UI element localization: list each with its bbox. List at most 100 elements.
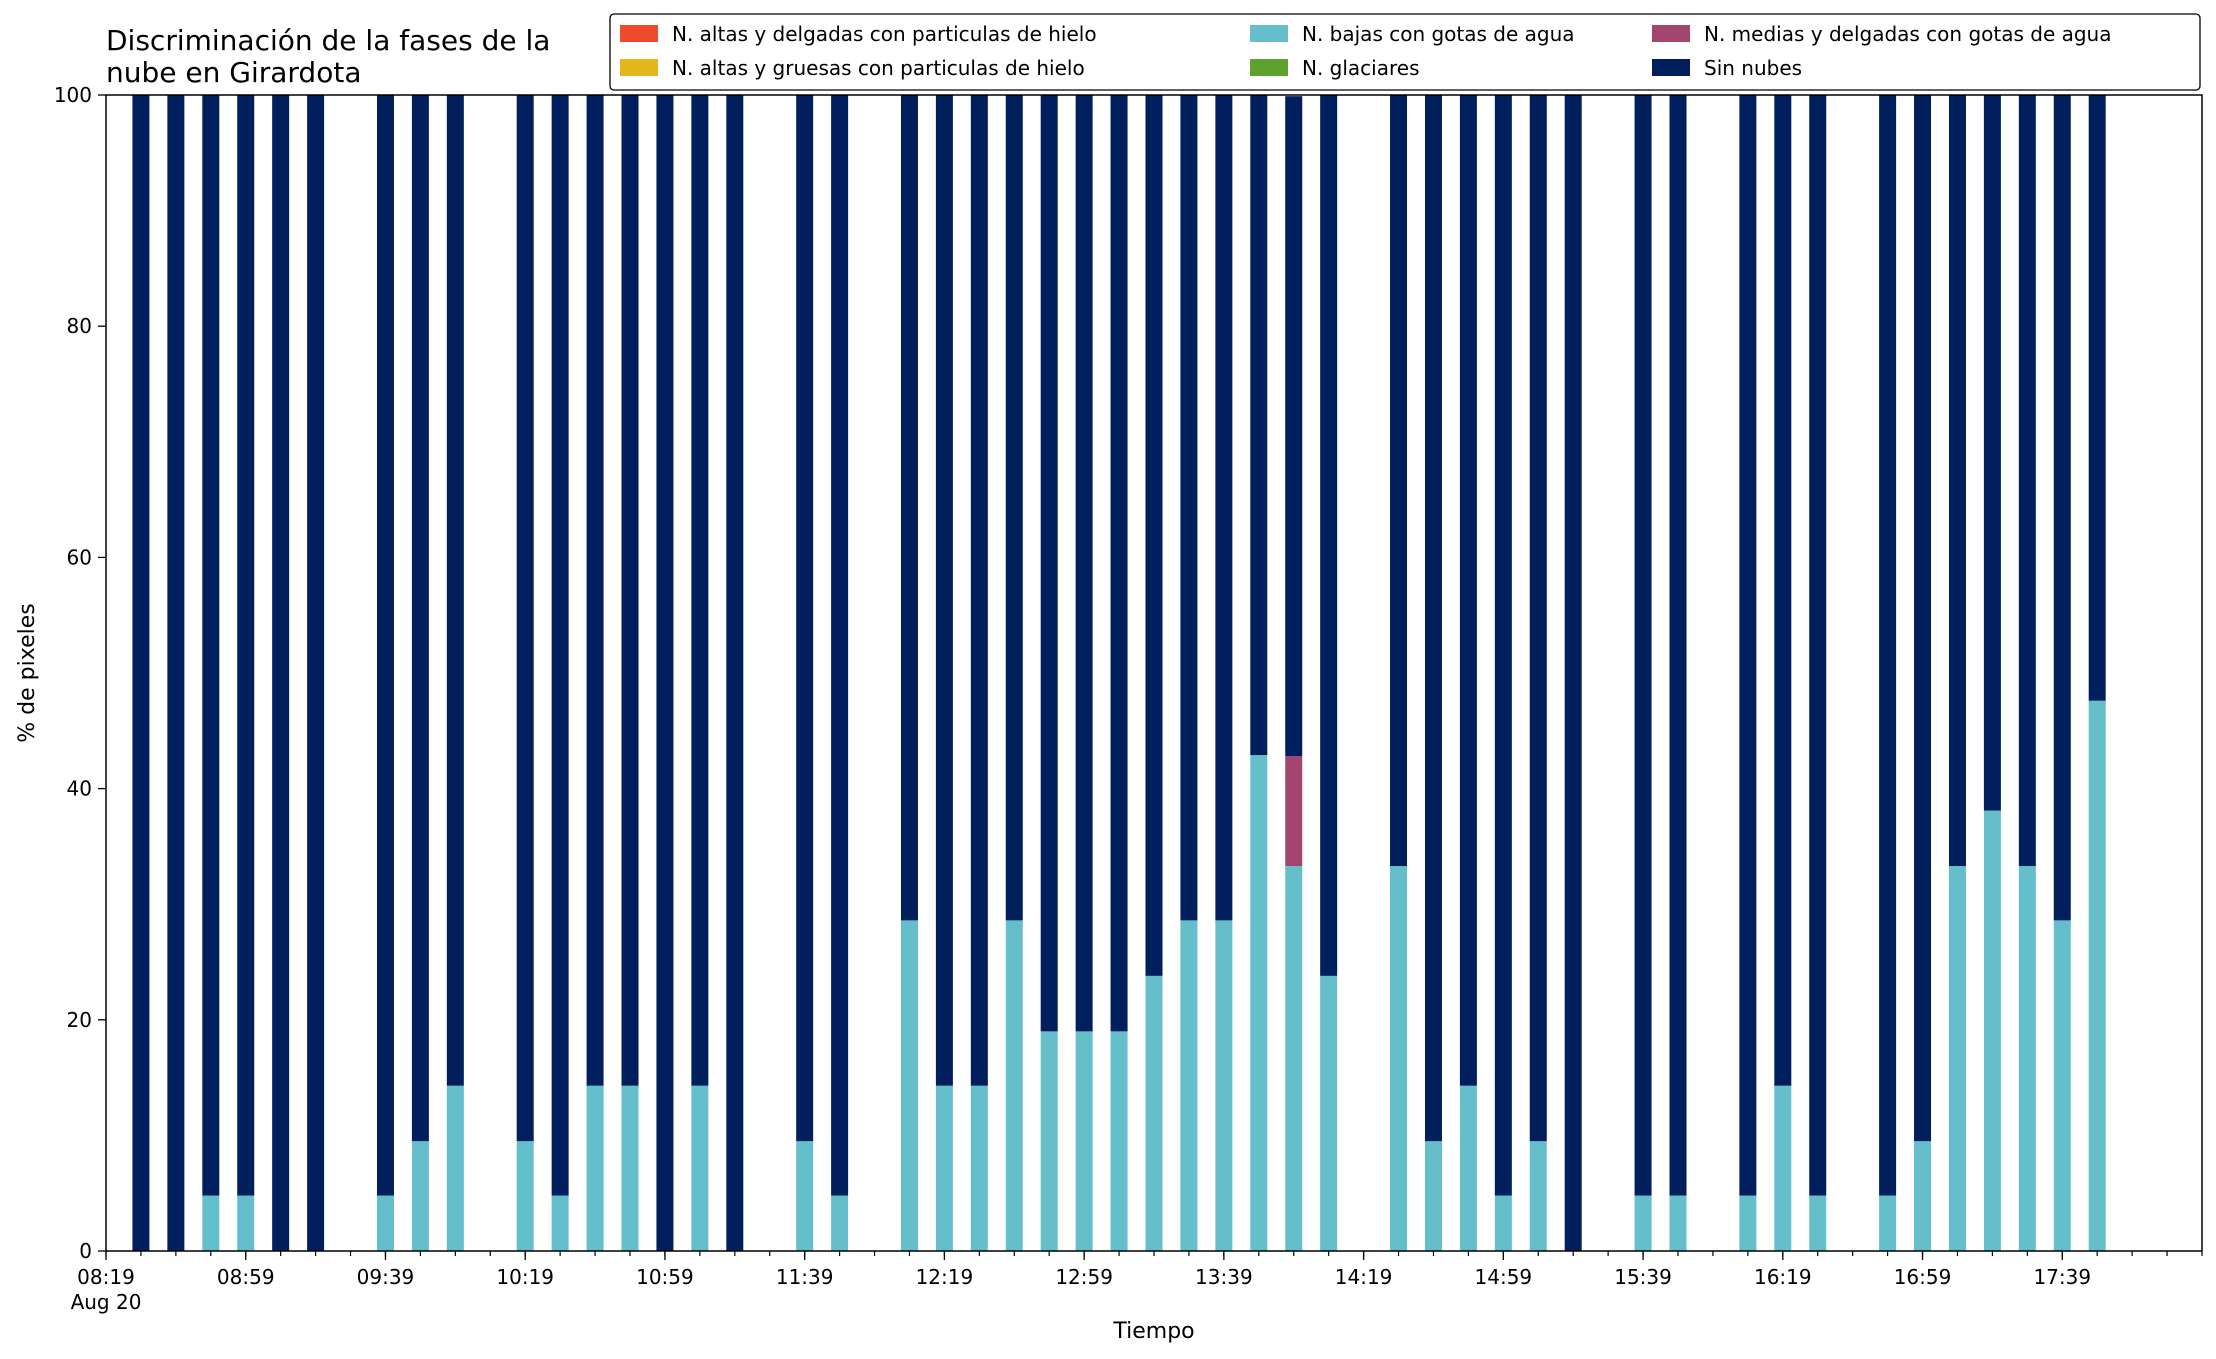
bar-segment [551,1195,569,1251]
bar-segment [1215,95,1233,921]
bar-segment [237,95,255,1196]
bar-segment [1005,95,1023,921]
bar-segment [1634,1195,1652,1251]
bar-segment [132,95,150,1251]
bar-segment [446,95,464,1086]
bar-segment [621,1085,639,1251]
bar-segment [1040,1031,1058,1251]
bar-segment [1145,95,1163,976]
bar-segment [1005,920,1023,1251]
bar-segment [831,1195,849,1251]
bar-segment [1110,95,1128,1032]
bar-segment [1250,95,1268,756]
x-tick-label: 13:39 [1195,1265,1253,1289]
bar-segment [935,95,953,1086]
bar-segment [796,1141,814,1251]
bar-segment [1983,95,2001,811]
bar-segment [1390,95,1408,867]
bar-segment [551,95,569,1196]
x-tick-label: 16:19 [1754,1265,1812,1289]
bar-segment [726,95,744,1251]
bar-segment [1948,95,1966,867]
chart-title-line: nube en Girardota [106,56,361,89]
x-tick-label: 08:19 [77,1265,135,1289]
bar-segment [1809,1195,1827,1251]
bar-segment [1320,975,1338,1251]
bar-segment [2088,95,2106,701]
y-axis: 0 20 40 60 80 100 [54,83,106,1263]
bar-segment [691,1085,709,1251]
x-tick-label: 10:59 [636,1265,694,1289]
legend-label: N. medias y delgadas con gotas de agua [1704,22,2112,46]
legend-swatch [620,25,658,42]
legend-swatch [1652,59,1690,76]
x-tick-label: 08:59 [217,1265,275,1289]
bar-segment [202,1195,220,1251]
legend-label: N. altas y gruesas con particulas de hie… [672,56,1085,80]
bar-segment [2088,700,2106,1251]
bar-segment [1075,1031,1093,1251]
bar-segment [1215,920,1233,1251]
legend-swatch [1652,25,1690,42]
bar-segment [1983,810,2001,1251]
x-tick-label: 10:19 [496,1265,554,1289]
bar-segment [1459,95,1477,1086]
bar-segment [376,95,394,1196]
bar-segment [1529,95,1547,1142]
chart-title-line: Discriminación de la fases de la [106,24,550,57]
x-tick-label: 12:19 [916,1265,974,1289]
bar-segment [586,1085,604,1251]
bar-segment [516,1141,534,1251]
bar-segment [376,1195,394,1251]
bar-segment [656,95,674,1251]
legend-label: N. altas y delgadas con particulas de hi… [672,22,1097,46]
x-axis: 08:19 08:59 09:39 10:19 10:59 11:39 12:19 12:59… [71,1251,2203,1314]
bar-segment [1914,1141,1932,1251]
y-axis-label: % de pixeles [15,603,40,742]
y-tick-label: 20 [67,1008,92,1032]
bar-segment [1879,1195,1897,1251]
y-tick-label: 0 [79,1239,92,1263]
bar-segment [411,95,429,1142]
bar-segment [516,95,534,1142]
x-tick-label: 15:39 [1614,1265,1672,1289]
y-tick-label: 80 [67,314,92,338]
y-tick-label: 40 [67,777,92,801]
bar-segment [1739,95,1757,1196]
y-tick-label: 100 [54,83,92,107]
bar-segment [1424,1141,1442,1251]
legend-box [609,13,2201,91]
bar-segment [1180,920,1198,1251]
legend-swatch [620,59,658,76]
legend-swatch [1250,25,1288,42]
bar-segment [935,1085,953,1251]
bar-segment [2018,95,2036,867]
bar-segment [1739,1195,1757,1251]
bar-segment [1879,95,1897,1196]
bar-segment [1634,95,1652,1196]
legend-swatch [1250,59,1288,76]
legend: N. altas y delgadas con particulas de hi… [609,13,2201,91]
bar-segment [796,95,814,1142]
bar-segment [1040,95,1058,1032]
x-tick-label: 16:59 [1894,1265,1952,1289]
bar-segment [1564,95,1582,1251]
bar-segment [1390,866,1408,1251]
x-tick-label: 11:39 [776,1265,834,1289]
bar-segment [1285,756,1303,867]
bar-segment [237,1195,255,1251]
bar-segment [1494,1195,1512,1251]
bar-segment [691,95,709,1086]
y-tick-label: 60 [67,545,92,569]
bar-segment [1250,755,1268,1251]
bar-segment [970,1085,988,1251]
x-date-label: Aug 20 [71,1290,142,1314]
bar-segment [621,95,639,1086]
bar-segment [1494,95,1512,1196]
x-tick-label: 14:19 [1335,1265,1393,1289]
bar-segment [900,920,918,1251]
bar-segment [1774,1085,1792,1251]
bar-segment [1948,866,1966,1251]
